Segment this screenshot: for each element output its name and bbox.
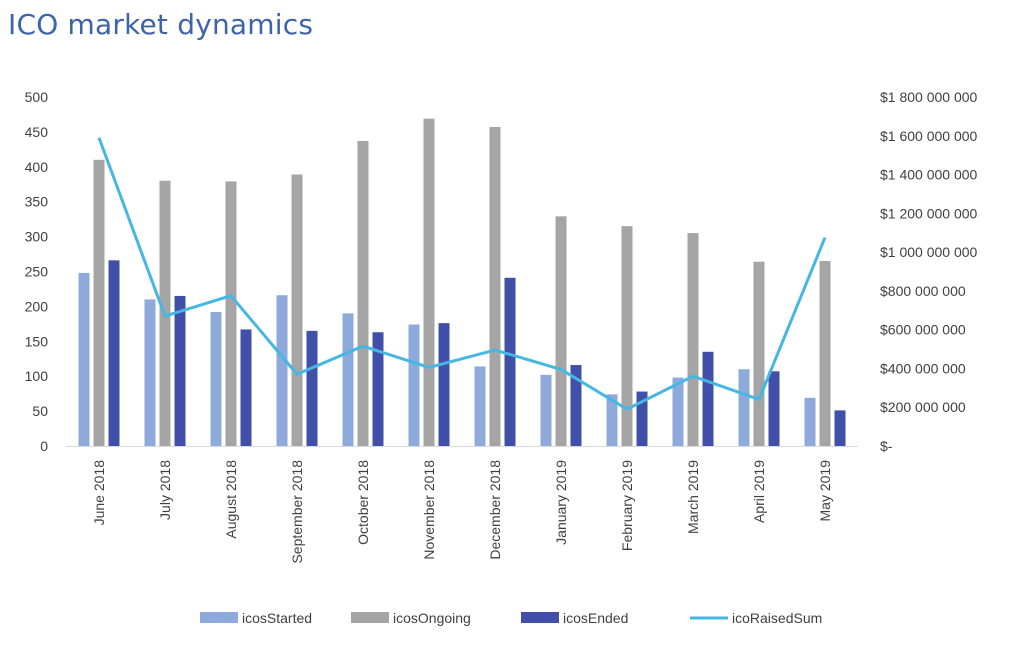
icosEnded-bar [768, 371, 780, 446]
icosStarted-legend-label: icosStarted [242, 610, 312, 626]
icosEnded-bar [702, 351, 714, 446]
icosEnded-legend-label: icosEnded [563, 610, 628, 626]
icosStarted-bar [672, 377, 684, 446]
bar-series [66, 118, 858, 447]
icosEnded-bar [240, 329, 252, 446]
icosStarted-bar [144, 299, 156, 446]
left-tick-label: 450 [25, 124, 49, 140]
icosEnded-bar [570, 365, 582, 446]
icosStarted-bar [804, 397, 816, 446]
icosOngoing-bar [819, 261, 831, 446]
page-title: ICO market dynamics [8, 8, 314, 41]
right-axis: $- $200 000 000 $400 000 000 $600 000 000 $8… [880, 89, 978, 454]
right-tick-label: $- [880, 438, 893, 454]
icosEnded-bar [108, 260, 120, 446]
left-tick-label: 200 [25, 298, 49, 314]
category-label: January 2019 [553, 460, 569, 545]
left-tick-label: 400 [25, 159, 49, 175]
icosOngoing-bar [357, 140, 369, 446]
right-tick-label: $1 600 000 000 [880, 128, 978, 144]
icosStarted-bar [210, 311, 222, 446]
icosStarted-bar [78, 272, 90, 446]
icosStarted-bar [474, 366, 486, 446]
right-tick-label: $1 200 000 000 [880, 205, 978, 221]
category-label: November 2018 [421, 460, 437, 560]
icosOngoing-bar [291, 174, 303, 446]
icosEnded-bar [504, 277, 516, 446]
left-axis: 0 50 100 150 200 250 300 350 400 450 500 [25, 89, 49, 454]
icoRaisedSum-line [97, 137, 827, 411]
right-tick-label: $600 000 000 [880, 322, 966, 338]
icosEnded-bar [834, 410, 846, 446]
icosOngoing-bar [93, 159, 105, 446]
legend: icosStarted icosOngoing icosEnded icoRaised… [200, 610, 822, 626]
icosEnded-legend-swatch [521, 612, 559, 623]
icosOngoing-bar [225, 181, 237, 446]
category-label: December 2018 [487, 460, 503, 560]
category-label: February 2019 [619, 460, 635, 551]
category-label: September 2018 [289, 460, 305, 564]
category-label: October 2018 [355, 460, 371, 545]
category-label: August 2018 [223, 460, 239, 539]
icosStarted-legend-swatch [200, 612, 238, 623]
icosOngoing-bar [621, 226, 633, 446]
right-tick-label: $1 000 000 000 [880, 244, 978, 260]
icosOngoing-legend-label: icosOngoing [393, 610, 471, 626]
category-label: May 2019 [817, 460, 833, 522]
icosOngoing-legend-swatch [351, 612, 389, 623]
category-label: April 2019 [751, 460, 767, 523]
icosEnded-bar [438, 323, 450, 446]
right-tick-label: $1 400 000 000 [880, 167, 978, 183]
icosEnded-bar [636, 391, 648, 446]
right-tick-label: $800 000 000 [880, 283, 966, 299]
category-label: June 2018 [91, 460, 107, 526]
icosOngoing-bar [555, 216, 567, 446]
icosEnded-bar [372, 332, 384, 446]
left-tick-label: 300 [25, 229, 49, 245]
icosOngoing-bar [753, 261, 765, 446]
icosStarted-bar [342, 313, 354, 446]
icosStarted-bar [276, 295, 288, 446]
left-tick-label: 100 [25, 368, 49, 384]
icosOngoing-bar [687, 233, 699, 446]
icosEnded-bar [174, 295, 186, 446]
icosStarted-bar [606, 394, 618, 446]
icosStarted-bar [408, 324, 420, 446]
icosOngoing-bar [489, 127, 501, 446]
right-tick-label: $200 000 000 [880, 399, 966, 415]
left-tick-label: 500 [25, 89, 49, 105]
icoRaisedSum-legend-label: icoRaisedSum [732, 610, 822, 626]
right-tick-label: $400 000 000 [880, 360, 966, 376]
left-tick-label: 250 [25, 264, 49, 280]
category-label: July 2018 [157, 460, 173, 520]
icosOngoing-bar [423, 118, 435, 446]
left-tick-label: 0 [40, 438, 48, 454]
icosStarted-bar [738, 369, 750, 446]
x-axis: June 2018 July 2018 August 2018 September 2… [91, 460, 833, 564]
line-series [97, 137, 827, 411]
right-tick-label: $1 800 000 000 [880, 89, 978, 105]
icosEnded-bar [306, 330, 318, 446]
icosStarted-bar [540, 374, 552, 446]
left-tick-label: 50 [32, 403, 48, 419]
category-label: March 2019 [685, 460, 701, 534]
left-tick-label: 350 [25, 194, 49, 210]
left-tick-label: 150 [25, 333, 49, 349]
